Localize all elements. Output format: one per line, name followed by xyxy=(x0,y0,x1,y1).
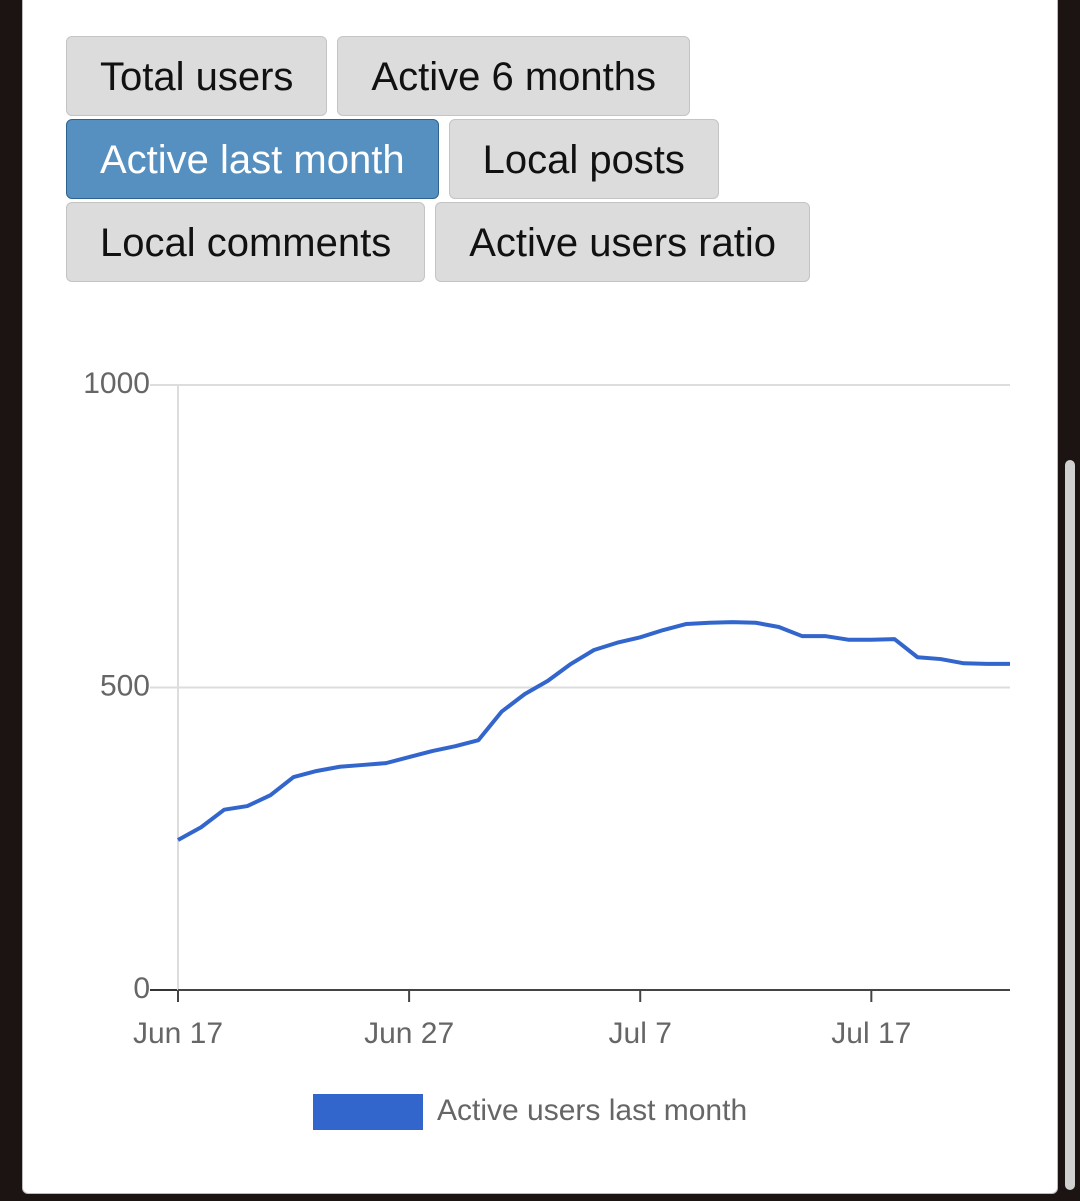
x-tick-label: Jun 27 xyxy=(364,1017,454,1050)
button-group: Total users Active 6 months Active last mo… xyxy=(66,36,836,282)
scrollbar[interactable] xyxy=(1065,460,1075,1190)
tab-button[interactable]: Local posts xyxy=(448,119,719,199)
tab-button[interactable]: Local comments xyxy=(66,202,426,282)
y-tick-label: 500 xyxy=(100,669,150,702)
x-tick-label: Jul 17 xyxy=(831,1017,911,1050)
x-tick-label: Jul 7 xyxy=(609,1017,672,1050)
y-tick-label: 0 xyxy=(133,972,150,1005)
y-tick-label: 1000 xyxy=(83,367,150,400)
card xyxy=(22,0,1058,1194)
tab-button[interactable]: Active last month xyxy=(66,119,439,199)
tab-button[interactable]: Active users ratio xyxy=(435,202,811,282)
tab-button[interactable]: Total users xyxy=(66,36,328,116)
legend-label: Active users last month xyxy=(437,1094,747,1127)
tab-button[interactable]: Active 6 months xyxy=(337,36,690,116)
legend-swatch xyxy=(313,1094,423,1130)
data-line xyxy=(177,620,1010,842)
x-tick-label: Jun 17 xyxy=(133,1017,223,1050)
